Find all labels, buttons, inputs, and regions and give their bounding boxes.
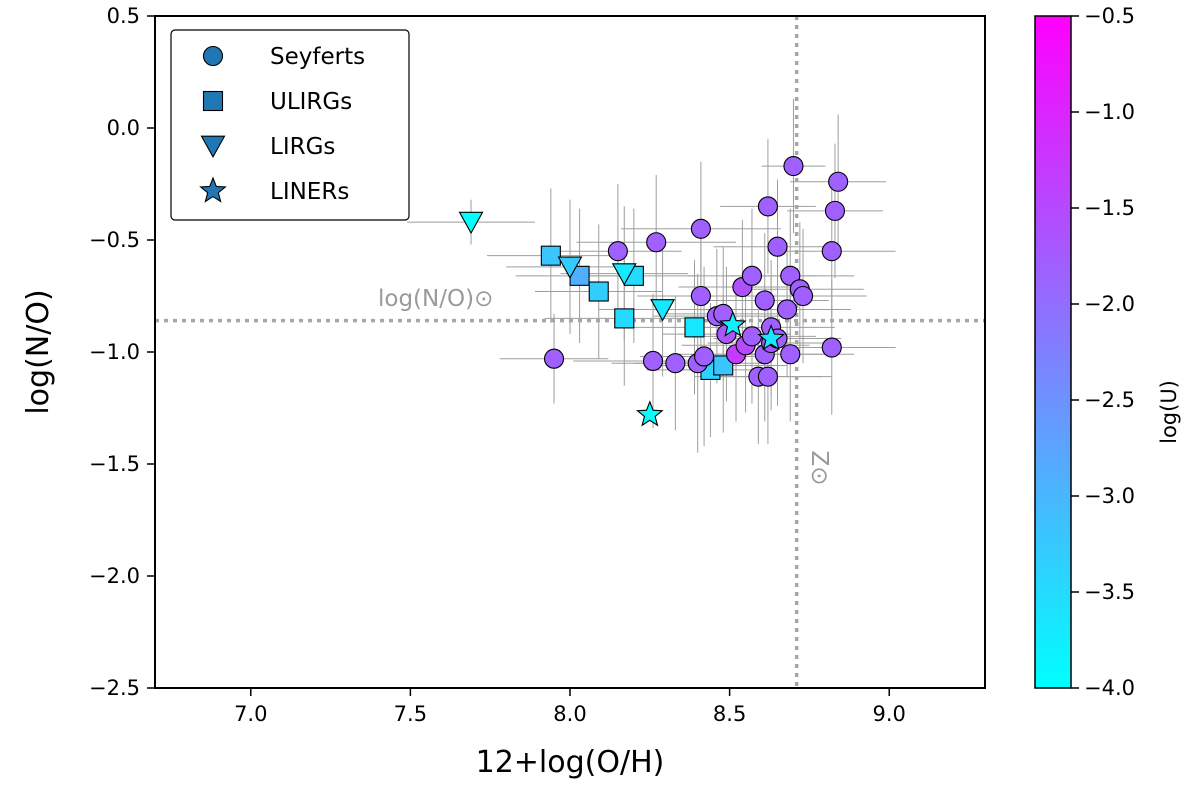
x-tick-label: 8.5 (713, 702, 746, 726)
legend-label-seyferts: Seyferts (270, 44, 365, 70)
x-tick-label: 8.0 (553, 702, 586, 726)
lirgs-point (458, 211, 484, 235)
seyferts-point (821, 337, 842, 358)
ulirgs-point (684, 317, 705, 338)
seyferts-point (777, 299, 798, 320)
liners-point (718, 310, 747, 337)
y-tick-label: −1.0 (89, 340, 140, 364)
legend-label-ulirgs: ULIRGs (270, 89, 352, 115)
x-axis: 7.0 7.5 8.0 8.5 9.0 (234, 688, 906, 726)
y-tick-label: 0.5 (107, 4, 140, 28)
y-tick-label: −0.5 (89, 228, 140, 252)
y-axis-title: log(N/O) (21, 289, 56, 414)
colorbar-tick-label: −2.0 (1084, 292, 1135, 316)
seyferts-point (690, 218, 711, 239)
seyferts-point (792, 285, 814, 307)
seyferts-point (646, 232, 667, 253)
seyferts-point (642, 350, 664, 372)
seyferts-point (694, 346, 715, 367)
marker-layer (458, 156, 849, 427)
x-tick-label: 7.5 (394, 702, 427, 726)
colorbar-tick-label: −2.5 (1084, 388, 1135, 412)
colorbar: −0.5 −1.0 −1.5 −2.0 −2.5 −3.0 −3.5 −4.0 log(U) (1034, 4, 1181, 700)
y-tick-label: −2.5 (89, 676, 140, 700)
colorbar-tick-label: −1.5 (1084, 196, 1135, 220)
seyferts-point (780, 344, 801, 365)
x-axis-title: 12+log(O/H) (476, 745, 665, 780)
seyferts-point (665, 353, 686, 374)
colorbar-title: log(U) (1157, 380, 1181, 444)
seyferts-point (821, 241, 842, 262)
seyferts-point (828, 171, 849, 192)
seyferts-point (757, 366, 778, 387)
lirgs-point (650, 299, 676, 322)
ulirgs-point (713, 355, 734, 376)
solar-z-label: Z⊙ (806, 450, 832, 485)
legend-marker-seyferts (202, 45, 224, 67)
lirgs-point (611, 263, 637, 286)
seyferts-point (741, 326, 763, 347)
y-axis: 0.5 0.0 −0.5 −1.0 −1.5 −2.0 −2.5 (89, 4, 155, 700)
ulirgs-point (588, 281, 609, 302)
seyferts-point (783, 156, 804, 177)
y-tick-label: 0.0 (107, 116, 140, 140)
colorbar-ticks: −0.5 −1.0 −1.5 −2.0 −2.5 −3.0 −3.5 −4.0 (1071, 4, 1135, 700)
seyferts-point (741, 265, 763, 286)
x-tick-label: 7.0 (234, 702, 267, 726)
legend: Seyferts ULIRGs LIRGs LINERs (170, 29, 410, 221)
y-tick-label: −2.0 (89, 564, 140, 588)
liners-point (635, 400, 664, 427)
legend-box (170, 29, 410, 221)
seyferts-point (767, 236, 788, 257)
legend-marker-ulirgs (202, 90, 224, 112)
seyferts-point (690, 285, 711, 307)
seyferts-point (824, 200, 846, 221)
ulirgs-point (540, 245, 561, 266)
legend-entries: Seyferts ULIRGs LIRGs LINERs (199, 44, 365, 205)
x-tick-label: 9.0 (873, 702, 906, 726)
colorbar-tick-label: −3.5 (1084, 580, 1135, 604)
legend-label-liners: LINERs (270, 179, 349, 205)
legend-label-lirgs: LIRGs (270, 134, 335, 160)
lirgs-point (557, 256, 583, 279)
seyferts-point (757, 196, 778, 217)
seyferts-point (754, 290, 775, 311)
liners-point (757, 324, 785, 351)
seyferts-point (543, 348, 565, 369)
colorbar-tick-label: −1.0 (1084, 100, 1135, 124)
colorbar-gradient (1034, 15, 1072, 689)
ulirgs-point (614, 308, 635, 329)
colorbar-tick-label: −0.5 (1084, 4, 1135, 28)
solar-no-label: log(N/O)⊙ (378, 286, 493, 312)
y-tick-label: −1.5 (89, 452, 140, 476)
colorbar-tick-label: −4.0 (1084, 676, 1135, 700)
legend-marker-liners (199, 176, 227, 203)
legend-marker-lirgs (200, 135, 226, 159)
colorbar-tick-label: −3.0 (1084, 484, 1135, 508)
seyferts-point (607, 241, 628, 262)
